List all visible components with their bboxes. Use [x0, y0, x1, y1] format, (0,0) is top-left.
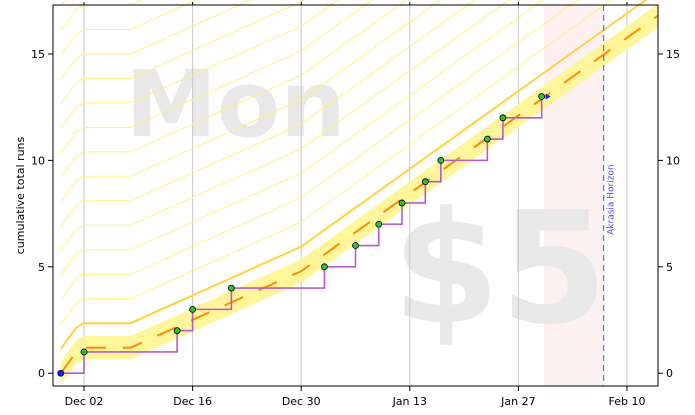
guideline	[60, 0, 373, 154]
road-centerline	[59, 14, 659, 374]
guideline	[60, 0, 442, 203]
plot-frame	[52, 4, 659, 387]
datapoint	[538, 93, 546, 100]
guideline	[60, 0, 579, 301]
horizon-layer: Akrasia Horizon	[603, 5, 617, 386]
datapoint	[483, 135, 491, 143]
guidelines-layer	[59, 0, 648, 350]
datapoint	[80, 348, 88, 356]
progress-line	[60, 96, 543, 375]
watermark-layer: Mon $5	[125, 51, 607, 359]
guideline	[60, 0, 305, 105]
x-tick-label: Dec 02	[65, 395, 104, 408]
datapoint	[321, 263, 328, 271]
x-tick-label: Dec 16	[173, 395, 212, 408]
guideline	[60, 0, 198, 56]
y-tick-label-right: 5	[666, 261, 673, 274]
guideline	[60, 0, 510, 252]
datapoint	[57, 369, 65, 377]
x-tick-label: Dec 30	[282, 395, 321, 408]
guideline	[60, 0, 339, 129]
road-edge-line	[59, 0, 648, 350]
datapoint	[227, 284, 235, 292]
datapoint	[173, 327, 181, 335]
y-tick-label-left: 5	[38, 261, 45, 274]
y-axis-title: cumulative total runs	[14, 136, 27, 254]
datapoint	[189, 305, 197, 313]
datapoint	[398, 199, 406, 207]
datapoint	[375, 220, 383, 228]
datapoint	[499, 114, 507, 122]
guideline	[60, 0, 252, 80]
x-tick-label: Feb 10	[608, 395, 645, 408]
y-tick-label-right: 10	[666, 154, 680, 167]
road-layer	[59, 3, 659, 385]
datapoint	[437, 156, 445, 164]
guideline	[60, 0, 544, 276]
y-tick-label-left: 15	[31, 48, 45, 61]
y-tick-label-left: 10	[31, 154, 45, 167]
yellow-brick-road	[60, 3, 659, 385]
guideline	[60, 0, 476, 227]
y-tick-label-right: 15	[666, 48, 680, 61]
guideline	[60, 0, 408, 178]
datapoint	[421, 178, 429, 186]
datapoints-layer	[57, 93, 551, 377]
guideline	[60, 0, 613, 325]
datapoint	[352, 242, 359, 249]
akrasia-horizon-label: Akrasia Horizon	[607, 164, 617, 235]
axes-layer: Dec 02 Dec 16 Dec 30 Jan 13 Jan 27 Feb 10 0 0 5 5…	[31, 2, 680, 408]
y-tick-label-right: 0	[666, 367, 673, 380]
y-tick-label-left: 0	[38, 367, 45, 380]
current-pointer	[545, 93, 551, 100]
watermark-pledge: $5	[392, 178, 608, 359]
x-tick-label: Jan 13	[392, 395, 427, 408]
x-tick-label: Jan 27	[500, 395, 535, 408]
progress-layer	[60, 96, 543, 375]
